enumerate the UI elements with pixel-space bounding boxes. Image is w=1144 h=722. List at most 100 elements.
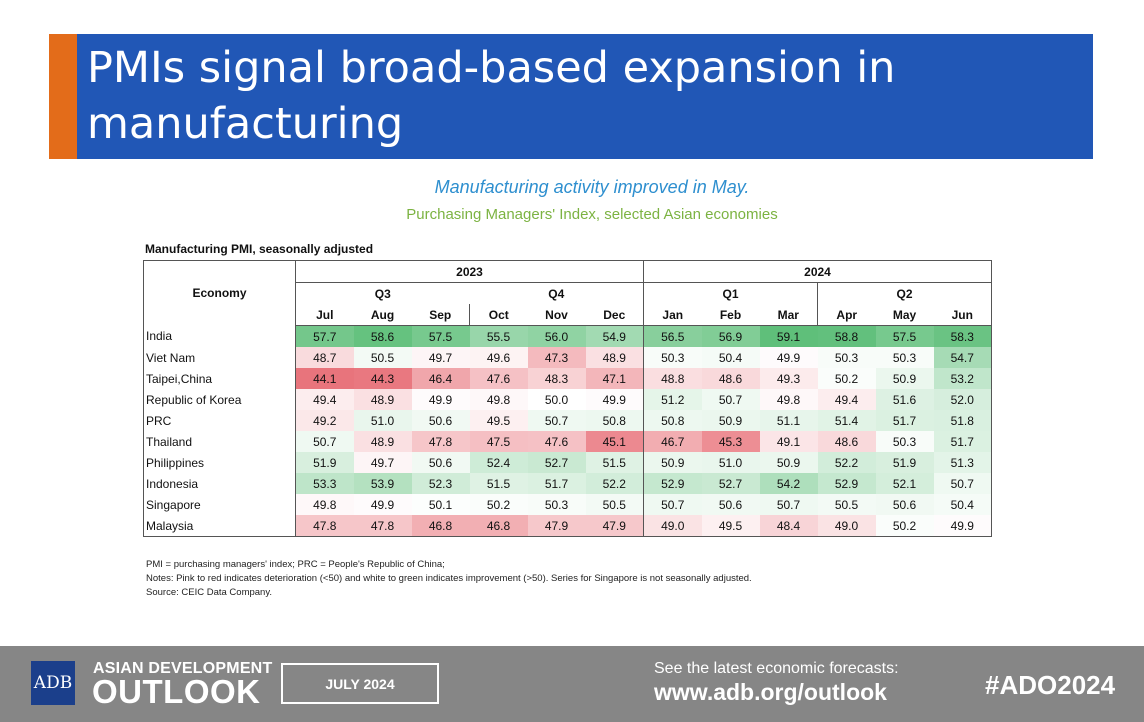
footer: ADB ASIAN DEVELOPMENT OUTLOOK JULY 2024 … [0,646,1144,722]
pmi-value-cell: 46.8 [411,515,470,537]
month-header: Apr [817,304,876,326]
pmi-value-cell: 50.6 [875,494,934,515]
brand-top-text: ASIAN DEVELOPMENT [93,660,273,677]
pmi-value-cell: 51.2 [643,389,702,410]
pmi-value-cell: 54.9 [585,325,644,347]
month-header: Dec [585,304,644,326]
pmi-value-cell: 48.8 [643,368,702,389]
pmi-value-cell: 51.0 [353,410,412,431]
pmi-value-cell: 50.2 [817,368,876,389]
pmi-value-cell: 49.8 [759,389,818,410]
title-bar: PMIs signal broad-based expansion in man… [49,34,1093,159]
note-line: Source: CEIC Data Company. [146,587,273,598]
pmi-value-cell: 49.8 [295,494,354,515]
pmi-value-cell: 49.9 [759,347,818,368]
pmi-value-cell: 58.8 [817,325,876,347]
pmi-value-cell: 53.2 [933,368,992,389]
pmi-value-cell: 50.9 [701,410,760,431]
pmi-value-cell: 52.2 [817,452,876,473]
pmi-value-cell: 51.5 [585,452,644,473]
pmi-value-cell: 49.0 [643,515,702,537]
pmi-value-cell: 49.2 [295,410,354,431]
month-header: Oct [469,304,528,326]
pmi-value-cell: 50.9 [759,452,818,473]
quarter-header: Q4 [469,282,644,304]
pmi-value-cell: 50.3 [817,347,876,368]
pmi-value-cell: 51.3 [933,452,992,473]
pmi-value-cell: 49.7 [411,347,470,368]
note-line: PMI = purchasing managers' index; PRC = … [146,559,445,570]
pmi-value-cell: 49.4 [295,389,354,410]
pmi-value-cell: 50.2 [469,494,528,515]
pmi-value-cell: 53.9 [353,473,412,494]
brand-outlook-text: OUTLOOK [92,673,261,710]
table-row: Singapore 49.8 49.9 50.1 50.2 50.3 50.5 50.7 50.… [143,494,992,515]
pmi-value-cell: 57.7 [295,325,354,347]
pmi-value-cell: 50.8 [643,410,702,431]
pmi-value-cell: 58.3 [933,325,992,347]
pmi-value-cell: 51.9 [875,452,934,473]
month-header: Mar [759,304,818,326]
pmi-value-cell: 46.7 [643,431,702,452]
pmi-value-cell: 50.6 [411,452,470,473]
pmi-value-cell: 57.5 [875,325,934,347]
economy-name: PRC [143,410,296,431]
pmi-value-cell: 50.7 [933,473,992,494]
pmi-value-cell: 49.9 [585,389,644,410]
pmi-value-cell: 50.6 [411,410,470,431]
pmi-value-cell: 45.3 [701,431,760,452]
month-header: Jun [933,304,992,326]
pmi-value-cell: 52.7 [701,473,760,494]
year-header-2023: 2023 [295,260,644,283]
economy-name: Malaysia [143,515,296,537]
economy-header: Economy [143,260,296,326]
pmi-value-cell: 50.5 [817,494,876,515]
economy-name: Philippines [143,452,296,473]
pmi-value-cell: 50.7 [759,494,818,515]
pmi-value-cell: 59.1 [759,325,818,347]
title-accent-bar [49,34,77,159]
pmi-value-cell: 50.3 [875,347,934,368]
chart-title: Manufacturing activity improved in May. [434,177,750,197]
pmi-value-cell: 47.6 [469,368,528,389]
pmi-value-cell: 44.1 [295,368,354,389]
pmi-value-cell: 57.5 [411,325,470,347]
pmi-value-cell: 50.5 [353,347,412,368]
pmi-value-cell: 47.5 [469,431,528,452]
pmi-value-cell: 51.8 [933,410,992,431]
pmi-value-cell: 56.5 [643,325,702,347]
pmi-value-cell: 50.7 [643,494,702,515]
pmi-value-cell: 56.9 [701,325,760,347]
economy-name: India [143,325,296,347]
pmi-value-cell: 48.4 [759,515,818,537]
outlook-link[interactable]: www.adb.org/outlook [654,679,887,705]
pmi-value-cell: 47.3 [527,347,586,368]
table-row: India 57.7 58.6 57.5 55.5 56.0 54.9 56.5 56.9 59.… [143,325,992,347]
table-row: Viet Nam 48.7 50.5 49.7 49.6 47.3 48.9 50.3 50.4… [143,347,992,368]
pmi-value-cell: 47.9 [527,515,586,537]
pmi-value-cell: 47.1 [585,368,644,389]
pmi-value-cell: 46.8 [469,515,528,537]
table-row: Taipei,China 44.1 44.3 46.4 47.6 48.3 47.1 48.8… [143,368,992,389]
cta-text: See the latest economic forecasts: [654,660,899,677]
pmi-table: Economy 2023 2024 Q3 Q4 Q1 Q2 Jul Aug Se… [143,260,992,537]
pmi-value-cell: 50.2 [875,515,934,537]
pmi-value-cell: 50.7 [701,389,760,410]
pmi-value-cell: 51.5 [469,473,528,494]
pmi-value-cell: 52.9 [817,473,876,494]
pmi-value-cell: 49.9 [933,515,992,537]
pmi-value-cell: 48.9 [353,389,412,410]
pmi-value-cell: 44.3 [353,368,412,389]
pmi-value-cell: 49.7 [353,452,412,473]
note-line: Notes: Pink to red indicates deteriorati… [146,573,752,584]
table-caption: Manufacturing PMI, seasonally adjusted [145,242,374,256]
economy-name: Republic of Korea [143,389,296,410]
economy-name: Viet Nam [143,347,296,368]
pmi-value-cell: 49.4 [817,389,876,410]
table-row: Thailand 50.7 48.9 47.8 47.5 47.6 45.1 46.7 45.3… [143,431,992,452]
economy-name: Taipei,China [143,368,296,389]
pmi-value-cell: 48.6 [817,431,876,452]
pmi-value-cell: 49.1 [759,431,818,452]
pmi-value-cell: 51.7 [933,431,992,452]
adb-logo[interactable]: ADB [31,661,75,705]
